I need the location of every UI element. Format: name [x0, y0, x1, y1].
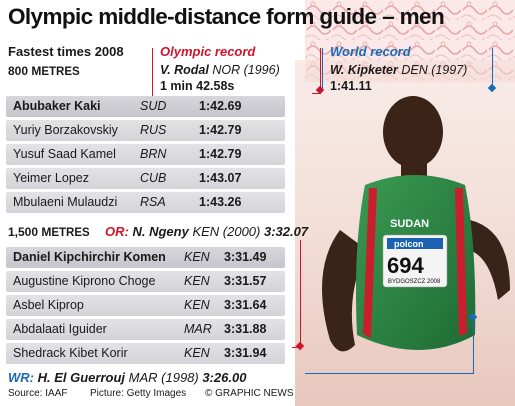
world-record-line-left	[322, 48, 323, 90]
world-record-detail: DEN (1997)	[401, 63, 468, 77]
olympic-record-line: V. Rodal NOR (1996)	[160, 63, 280, 77]
wr-holder: H. El Guerrouj	[37, 370, 126, 385]
athlete-name: Shedrack Kibet Korir	[13, 346, 128, 360]
world-record-line-right	[492, 48, 493, 88]
or-bracket-line	[300, 240, 301, 348]
subtitle: Fastest times 2008	[8, 44, 124, 59]
table-row-1500m: Asbel Kiprop KEN 3:31.64	[6, 295, 285, 316]
olympic-record-tick	[312, 93, 321, 94]
table-row-800m: Yusuf Saad Kamel BRN 1:42.79	[6, 144, 285, 165]
table-row-1500m: Augustine Kiprono Choge KEN 3:31.57	[6, 271, 285, 292]
wr-detail: MAR (1998)	[128, 370, 199, 385]
athlete-name: Abdalaati Iguider	[13, 322, 107, 336]
world-record-time: 1:41.11	[330, 79, 372, 93]
heading-800m-main: 800 M	[8, 64, 42, 78]
bib-brand: polcon	[394, 239, 424, 249]
table-row-800m: Yuriy Borzakovskiy RUS 1:42.79	[6, 120, 285, 141]
athlete-time: 1:43.07	[199, 171, 242, 185]
olympic-record-line-left	[152, 48, 153, 98]
table-row-800m: Yeimer Lopez CUB 1:43.07	[6, 168, 285, 189]
bib-event: BYDGOSZCZ 2008	[388, 279, 441, 285]
athlete-name: Abubaker Kaki	[13, 99, 101, 113]
athlete-name: Daniel Kipchirchir Komen	[13, 250, 166, 264]
athlete-time: 3:31.57	[224, 274, 267, 288]
olympic-record-detail: NOR (1996)	[212, 63, 280, 77]
or-detail: KEN (2000)	[192, 224, 261, 239]
footer-picture: Picture: Getty Images	[90, 388, 187, 399]
or-holder: N. Ngeny	[132, 224, 189, 239]
athlete-nation: RUS	[140, 123, 167, 137]
wr-bracket-base	[305, 373, 474, 374]
heading-800m-rest: ETRES	[41, 66, 80, 78]
athlete-nation: KEN	[184, 274, 210, 288]
footer-source: Source: IAAF	[8, 388, 68, 399]
olympic-record-label: Olympic record	[160, 44, 256, 59]
world-record-1500m: WR: H. El Guerrouj MAR (1998) 3:26.00	[8, 370, 246, 385]
athlete-name: Augustine Kiprono Choge	[13, 274, 156, 288]
athlete-time: 3:31.88	[224, 322, 267, 336]
athlete-nation: KEN	[184, 298, 210, 312]
wr-bracket-line	[473, 318, 474, 373]
athlete-nation: KEN	[184, 346, 210, 360]
or-time: 3:32.07	[263, 224, 309, 239]
athlete-name: Yeimer Lopez	[13, 171, 89, 185]
bib-number: 694	[387, 253, 424, 278]
athlete-nation: MAR	[184, 322, 212, 336]
olympic-record-1500m: OR: N. Ngeny KEN (2000) 3:32.07	[105, 224, 308, 239]
heading-1500m-main: 1,500 M	[8, 225, 52, 239]
athlete-name: Asbel Kiprop	[13, 298, 84, 312]
athlete-time: 3:31.49	[224, 250, 267, 264]
heading-800m: 800 METRES	[8, 64, 80, 78]
table-row-800m: Mbulaeni Mulaudzi RSA 1:43.26	[6, 192, 285, 213]
athlete-time: 1:42.79	[199, 123, 242, 137]
athlete-nation: SUD	[140, 99, 167, 113]
footer-credit: © GRAPHIC NEWS	[205, 388, 294, 399]
world-record-label: World record	[330, 44, 411, 59]
shirt-text: SUDAN	[390, 218, 429, 230]
athlete-time: 1:42.79	[199, 147, 242, 161]
athlete-name: Yuriy Borzakovskiy	[13, 123, 118, 137]
table-row-1500m: Daniel Kipchirchir Komen KEN 3:31.49	[6, 247, 285, 268]
wr-time: 3:26.00	[202, 370, 247, 385]
athlete-photo: SUDAN polcon 694 BYDGOSZCZ 2008	[295, 60, 515, 406]
athlete-nation: RSA	[140, 195, 166, 209]
page-title: Olympic middle-distance form guide – men	[8, 4, 445, 29]
athlete-nation: CUB	[140, 171, 167, 185]
olympic-record-time: 1 min 42.58s	[160, 79, 235, 93]
heading-1500m: 1,500 METRES	[8, 225, 90, 239]
athlete-name: Mbulaeni Mulaudzi	[13, 195, 118, 209]
table-row-1500m: Abdalaati Iguider MAR 3:31.88	[6, 319, 285, 340]
table-row-1500m: Shedrack Kibet Korir KEN 3:31.94	[6, 343, 285, 364]
athlete-nation: KEN	[184, 250, 210, 264]
athlete-time: 3:31.94	[224, 346, 267, 360]
wr-label: WR:	[8, 370, 34, 385]
athlete-name: Yusuf Saad Kamel	[13, 147, 116, 161]
olympic-record-line-right	[320, 48, 321, 94]
athlete-time: 1:43.26	[199, 195, 242, 209]
athlete-nation: BRN	[140, 147, 167, 161]
athlete-time: 1:42.69	[199, 99, 242, 113]
or-label: OR:	[105, 224, 129, 239]
world-record-holder: W. Kipketer	[330, 63, 398, 77]
table-row-800m: Abubaker Kaki SUD 1:42.69	[6, 96, 285, 117]
world-record-line: W. Kipketer DEN (1997)	[330, 63, 467, 77]
olympic-record-holder: V. Rodal	[160, 63, 209, 77]
heading-1500m-rest: ETRES	[51, 227, 90, 239]
athlete-time: 3:31.64	[224, 298, 267, 312]
